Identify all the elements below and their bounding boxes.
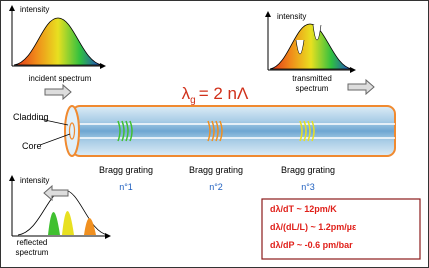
transmitted-plot: intensity transmitted spectrum [265,11,375,96]
core-label: Core [22,141,42,151]
cladding-label: Cladding [13,112,49,122]
plot-label: spectrum [16,248,49,257]
grating-label: Bragg grating [99,165,153,175]
axis-label: intensity [20,176,49,185]
grating-number: n°2 [209,182,223,192]
grating-label: Bragg grating [281,165,335,175]
grating-number: n°1 [119,182,133,192]
axis-label: intensity [277,12,306,21]
sensitivity-box [261,198,421,260]
incident-plot: intensity incident spectrum [9,5,106,101]
plot-label: spectrum [296,84,329,93]
sensitivity: dλ/(dL/L) ~ 1.2pm/µε [270,222,357,232]
plot-label: reflected [17,238,48,247]
grating-label: Bragg grating [189,165,243,175]
reflected-plot: intensity reflected spectrum [9,175,111,257]
fiber [39,105,396,157]
plot-label: incident spectrum [29,74,92,83]
grating-number: n°3 [301,182,315,192]
formula: λg = 2 nΛ [182,84,249,106]
sensitivity: dλ/dP ~ -0.6 pm/bar [270,240,353,250]
sensitivity: dλ/dT ~ 12pm/K [270,204,337,214]
plot-label: transmitted [292,74,332,83]
axis-label: intensity [20,5,49,14]
